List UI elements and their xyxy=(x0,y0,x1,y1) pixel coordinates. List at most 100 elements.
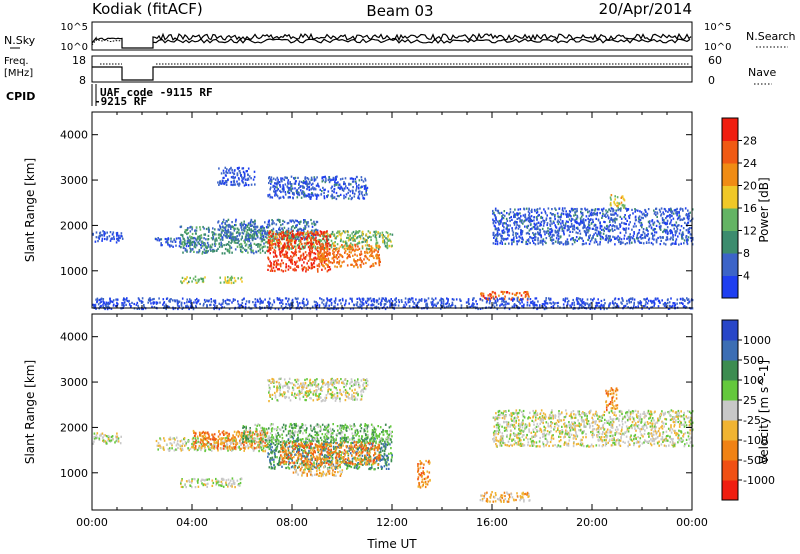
data-cell xyxy=(664,208,667,211)
data-cell xyxy=(608,228,610,231)
data-cell xyxy=(317,194,320,197)
data-cell xyxy=(197,241,200,244)
data-cell xyxy=(616,236,618,239)
data-cell xyxy=(375,257,378,260)
data-cell xyxy=(220,244,222,247)
data-cell xyxy=(239,171,242,175)
data-cell xyxy=(116,231,119,235)
data-cell xyxy=(584,209,587,212)
data-cell xyxy=(639,301,641,304)
data-cell xyxy=(355,248,357,251)
data-cell xyxy=(116,298,119,301)
data-cell xyxy=(347,239,350,242)
data-cell xyxy=(653,209,655,212)
data-cell xyxy=(284,246,287,249)
data-cell xyxy=(544,212,547,215)
data-cell xyxy=(345,242,347,245)
data-cell xyxy=(648,222,651,225)
data-cell xyxy=(614,198,616,201)
data-cell xyxy=(644,303,647,306)
data-cell xyxy=(566,238,569,241)
data-cell xyxy=(112,299,115,302)
data-cell xyxy=(512,231,515,234)
data-cell xyxy=(681,232,684,235)
data-cell xyxy=(375,305,378,308)
data-cell xyxy=(290,183,293,186)
data-cell xyxy=(605,238,607,241)
data-cell xyxy=(364,240,367,243)
data-cell xyxy=(527,219,530,223)
data-cell xyxy=(532,304,535,307)
data-cell xyxy=(300,196,303,199)
data-cell xyxy=(157,237,159,240)
data-cell xyxy=(278,231,281,235)
data-cell xyxy=(487,298,490,301)
data-cell xyxy=(237,238,240,241)
data-cell xyxy=(536,211,539,214)
data-cell xyxy=(306,298,308,301)
data-cell xyxy=(308,188,311,192)
data-cell xyxy=(221,245,223,248)
data-cell xyxy=(303,238,306,241)
data-cell xyxy=(490,296,493,299)
data-cell xyxy=(296,189,298,192)
data-cell xyxy=(374,235,377,239)
data-cell xyxy=(614,203,617,206)
data-cell xyxy=(253,242,256,245)
data-cell xyxy=(278,244,281,247)
data-cell xyxy=(590,222,593,225)
data-cell xyxy=(238,169,241,173)
data-cell xyxy=(584,302,587,305)
data-cell xyxy=(240,303,242,307)
data-cell xyxy=(686,297,688,300)
data-cell xyxy=(218,236,220,239)
data-cell xyxy=(234,248,237,251)
data-cell xyxy=(324,241,327,244)
data-cell xyxy=(665,210,667,213)
data-cell xyxy=(276,231,279,234)
data-cell xyxy=(107,303,109,306)
data-cell xyxy=(287,196,290,199)
data-cell xyxy=(243,230,246,233)
data-cell xyxy=(327,178,330,181)
data-cell xyxy=(307,193,310,196)
data-cell xyxy=(307,242,310,245)
data-cell xyxy=(110,300,113,303)
data-cell xyxy=(552,233,554,236)
data-cell xyxy=(294,234,296,238)
data-cell xyxy=(289,181,291,184)
data-cell xyxy=(338,230,341,233)
data-cell xyxy=(161,244,163,247)
data-cell xyxy=(291,261,293,264)
data-cell xyxy=(590,218,592,221)
data-cell xyxy=(539,207,541,210)
data-cell xyxy=(250,246,253,249)
data-cell xyxy=(496,243,499,246)
data-cell xyxy=(221,181,223,184)
data-cell xyxy=(225,281,228,284)
data-cell xyxy=(319,188,322,191)
data-cell xyxy=(223,306,226,309)
data-cell xyxy=(295,245,297,248)
data-cell xyxy=(603,226,606,229)
data-cell xyxy=(295,254,297,257)
data-cell xyxy=(629,297,631,301)
data-cell xyxy=(293,269,296,272)
data-cell xyxy=(360,265,362,269)
data-cell xyxy=(440,302,443,305)
data-cell xyxy=(216,239,218,242)
data-cell xyxy=(562,298,565,301)
data-cell xyxy=(301,258,304,261)
data-cell xyxy=(633,232,635,235)
data-cell xyxy=(387,235,389,238)
data-cell xyxy=(670,230,673,233)
data-cell xyxy=(668,307,671,310)
data-cell xyxy=(405,303,408,306)
data-cell xyxy=(323,251,325,254)
noise-right-tick-low: 10^0 xyxy=(704,42,731,53)
data-cell xyxy=(297,221,300,224)
data-cell xyxy=(345,185,347,188)
data-cell xyxy=(338,195,340,198)
data-cell xyxy=(297,302,299,305)
data-cell xyxy=(501,231,504,234)
